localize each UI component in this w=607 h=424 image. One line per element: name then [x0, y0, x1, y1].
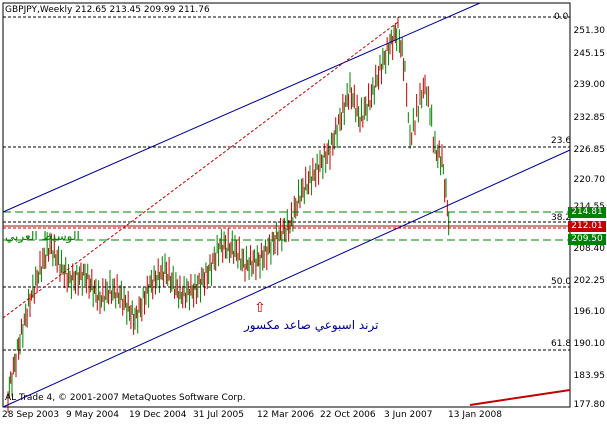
price-tick: 239.00 [573, 80, 606, 90]
date-tick: 31 Jul 2005 [193, 410, 244, 420]
channel-lower-line [2, 149, 571, 408]
price-tick: 226.85 [573, 145, 606, 155]
fib-label-23: 23.6 [551, 136, 572, 146]
channel-upper-line [2, 2, 481, 213]
price-tick: 190.10 [573, 339, 606, 349]
price-tick: 177.80 [573, 400, 606, 410]
price-tag-upper: 214.81 [568, 207, 606, 218]
red-trend-bottom [469, 389, 571, 406]
date-tick: 22 Oct 2006 [320, 410, 376, 420]
date-tick: 28 Sep 2003 [2, 410, 60, 420]
price-tick: 251.30 [573, 26, 606, 36]
price-tick: 196.10 [573, 307, 606, 317]
candlestick-bars [7, 17, 450, 413]
arabic-trend-annotation: ترند اسبوعي صاعد مكسور [244, 318, 379, 332]
price-tag-current: 212.01 [568, 221, 606, 232]
red-trend-dotted [2, 21, 399, 319]
arrow-up-icon: ⇧ [254, 300, 266, 316]
date-tick: 9 May 2004 [66, 410, 119, 420]
price-tick: 232.85 [573, 113, 606, 123]
price-tick: 208.40 [573, 244, 606, 254]
copyright-text: AL Trade 4, © 2001-2007 MetaQuotes Softw… [5, 393, 246, 403]
price-tag-lower: 209.50 [568, 234, 606, 245]
date-tick: 19 Dec 2004 [129, 410, 187, 420]
date-tick: 13 Jan 2008 [448, 410, 502, 420]
plot-frame [2, 2, 571, 408]
date-tick: 12 Mar 2006 [257, 410, 315, 420]
price-tick: 245.15 [573, 49, 606, 59]
price-tick: 183.95 [573, 371, 606, 381]
fib-label-0: 0.0 [554, 12, 569, 22]
fib-label-50: 50.0 [551, 277, 572, 287]
fib-label-61: 61.8 [551, 339, 572, 349]
symbol-info: GBPJPY,Weekly 212.65 213.45 209.99 211.7… [5, 5, 210, 15]
date-tick: 3 Jun 2007 [384, 410, 433, 420]
price-tick: 202.25 [573, 276, 606, 286]
price-tick: 220.70 [573, 175, 606, 185]
fib-label-38: 38.2 [551, 213, 572, 223]
arabic-annotation-top: الوسيط العربي [5, 229, 80, 243]
